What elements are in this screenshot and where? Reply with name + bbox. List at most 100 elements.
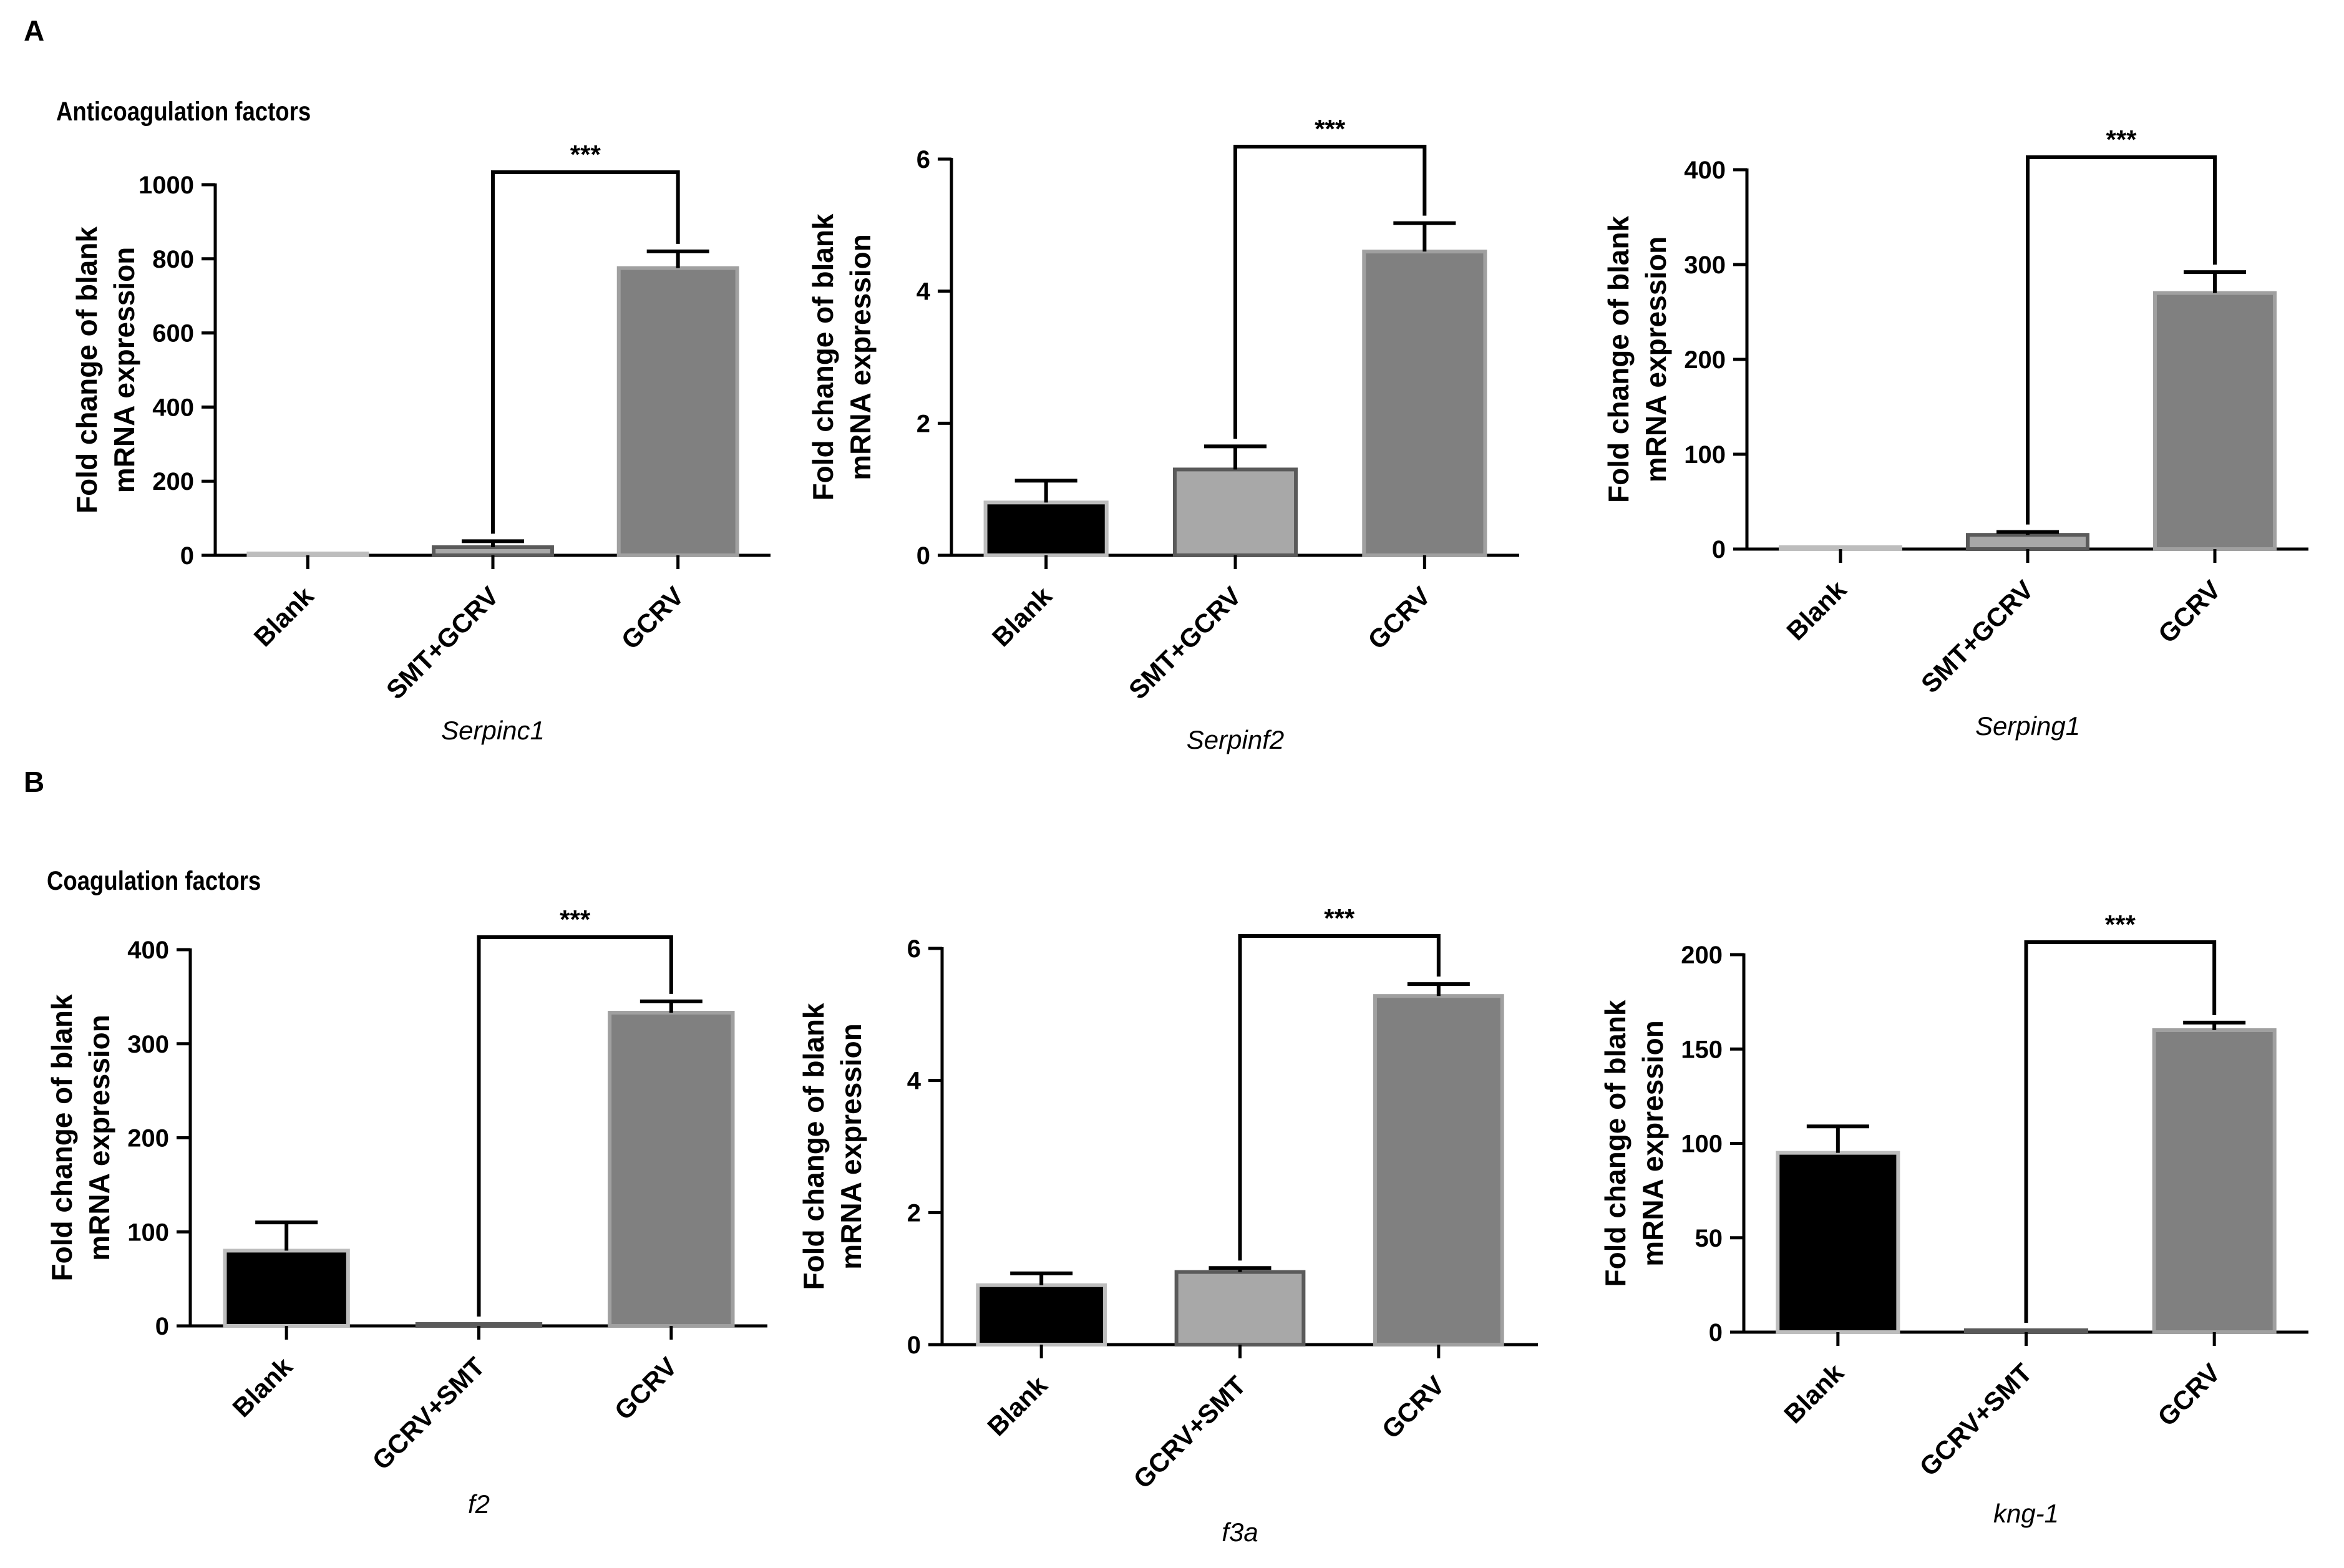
y-tick-label: 400 — [152, 394, 194, 421]
chart-serpinf2: 0 2 4 6 Fold change of blank mRNA expression B… — [807, 114, 1519, 754]
section-title-coagulation: Coagulation factors — [47, 866, 261, 896]
y-axis-label: Fold change of blank — [797, 1003, 830, 1290]
x-tick-label: GCRV — [2152, 575, 2227, 649]
bar-gcrv — [1362, 250, 1487, 558]
y-tick-label: 100 — [127, 1219, 169, 1246]
chart-title: f3a — [1222, 1517, 1258, 1547]
chart-kng-1: 0 50 100 150 200 Fold change of blank mRNA exp… — [1599, 910, 2308, 1528]
y-tick-label: 100 — [1684, 441, 1726, 469]
y-tick-label: 0 — [907, 1332, 921, 1359]
y-axis-label: mRNA expression — [83, 1015, 115, 1261]
y-tick-label: 6 — [907, 935, 921, 963]
y-tick-label: 200 — [127, 1125, 169, 1152]
bar-blank — [246, 552, 369, 557]
x-tick-label: Blank — [1781, 575, 1852, 646]
y-tick-label: 200 — [1681, 942, 1723, 969]
significance-label: *** — [2105, 910, 2136, 939]
y-tick-label: 0 — [917, 542, 930, 570]
y-tick-label: 4 — [917, 278, 931, 306]
bar-blank — [223, 1249, 350, 1328]
y-axis-label: mRNA expression — [835, 1023, 867, 1270]
y-tick-label: 600 — [152, 320, 194, 348]
panel-label-b: B — [24, 766, 45, 798]
y-axis-label: Fold change of blank — [1599, 1000, 1632, 1287]
x-tick-label: GCRV — [1362, 581, 1436, 655]
x-tick-label: GCRV+SMT — [1914, 1358, 2038, 1482]
chart-serpinc1: 0 200 400 600 800 1000 Fold change of blank mRN… — [71, 140, 771, 745]
y-axis-label: mRNA expression — [1636, 1020, 1669, 1267]
y-tick-label: 0 — [1712, 536, 1726, 563]
bar-smt-gcrv — [432, 545, 554, 558]
chart-title: kng-1 — [1993, 1499, 2059, 1528]
y-tick-label: 0 — [1709, 1319, 1723, 1346]
y-axis-label: Fold change of blank — [807, 213, 839, 500]
y-tick-label: 100 — [1681, 1131, 1723, 1158]
bar-gcrv — [1373, 994, 1504, 1346]
bar-gcrv-smt — [1174, 1270, 1306, 1346]
x-tick-label: GCRV — [1376, 1370, 1451, 1444]
y-tick-label: 0 — [155, 1313, 169, 1340]
chart-title: Serping1 — [1975, 711, 2080, 741]
chart-title: Serpinc1 — [441, 716, 545, 745]
bar-smt-gcrv — [1172, 467, 1298, 558]
x-tick-label: Blank — [981, 1370, 1053, 1442]
bar-blank — [1776, 1151, 1900, 1334]
significance-label: *** — [560, 905, 591, 934]
y-tick-label: 800 — [152, 246, 194, 273]
x-tick-label: GCRV — [616, 581, 690, 655]
y-axis-label: Fold change of blank — [46, 994, 78, 1281]
y-tick-label: 300 — [1684, 251, 1726, 279]
bar-gcrv-smt — [415, 1322, 543, 1328]
y-tick-label: 200 — [1684, 346, 1726, 374]
significance-bracket — [1238, 934, 1441, 1261]
chart-title: f2 — [468, 1489, 490, 1519]
x-tick-label: GCRV+SMT — [1127, 1370, 1252, 1494]
significance-bracket — [2026, 155, 2217, 525]
significance-label: *** — [1315, 114, 1346, 144]
y-axis-label: mRNA expression — [844, 234, 877, 480]
significance-bracket — [477, 935, 673, 1317]
x-tick-label: GCRV+SMT — [366, 1351, 490, 1476]
y-tick-label: 2 — [917, 410, 930, 437]
y-tick-label: 400 — [127, 937, 169, 964]
x-tick-label: Blank — [226, 1351, 298, 1423]
y-axis-label: mRNA expression — [108, 247, 140, 494]
y-tick-label: 50 — [1695, 1225, 1723, 1252]
y-axis-label: Fold change of blank — [71, 226, 103, 514]
y-axis-label: mRNA expression — [1640, 236, 1672, 483]
y-tick-label: 150 — [1681, 1036, 1723, 1063]
y-tick-label: 6 — [917, 146, 930, 173]
significance-label: *** — [1324, 903, 1355, 933]
bar-blank — [976, 1283, 1107, 1346]
x-tick-label: GCRV — [2152, 1358, 2226, 1432]
bar-gcrv — [608, 1011, 735, 1328]
x-tick-label: Blank — [986, 581, 1058, 653]
y-tick-label: 4 — [907, 1068, 922, 1095]
y-tick-label: 1000 — [139, 172, 194, 199]
y-tick-label: 400 — [1684, 157, 1726, 184]
bar-smt-gcrv — [1966, 533, 2089, 552]
x-tick-label: Blank — [1778, 1358, 1850, 1429]
chart-title: Serpinf2 — [1187, 725, 1284, 754]
y-tick-label: 200 — [152, 468, 194, 495]
significance-label: *** — [570, 140, 601, 169]
bar-blank — [1779, 545, 1902, 551]
significance-bracket — [491, 170, 680, 534]
significance-bracket — [2024, 940, 2217, 1323]
y-axis-label: Fold change of blank — [1602, 216, 1635, 503]
bar-gcrv — [616, 266, 739, 557]
significance-bracket — [1233, 145, 1427, 439]
chart-f2: 0 100 200 300 400 Fold change of blank mRNA ex… — [46, 905, 767, 1519]
bar-gcrv — [2153, 291, 2277, 551]
chart-f3a: 0 2 4 6 Fold change of blank mRNA expression B… — [797, 903, 1538, 1547]
bar-gcrv — [2152, 1028, 2277, 1334]
y-tick-label: 300 — [127, 1031, 169, 1058]
chart-serping1: 0 100 200 300 400 Fold change of blank mRNA ex… — [1602, 125, 2308, 741]
x-tick-label: GCRV — [609, 1351, 683, 1426]
x-tick-label: SMT+GCRV — [1915, 575, 2040, 699]
y-tick-label: 0 — [180, 542, 194, 570]
bar-gcrv-smt — [1963, 1328, 2089, 1334]
significance-label: *** — [2106, 125, 2137, 154]
section-title-anticoagulation: Anticoagulation factors — [56, 97, 311, 127]
x-tick-label: SMT+GCRV — [381, 581, 505, 705]
